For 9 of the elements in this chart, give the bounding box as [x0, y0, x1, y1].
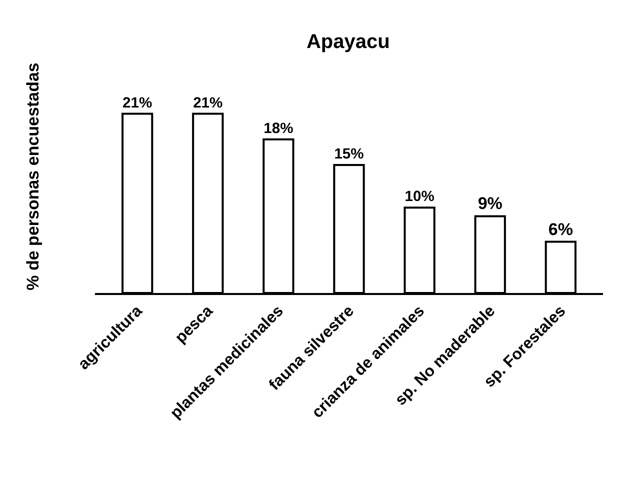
chart-title: Apayacu [306, 30, 390, 53]
data-label: 10% [404, 189, 434, 206]
data-label: 6% [548, 220, 573, 239]
data-label: 15% [334, 146, 364, 162]
data-label: 9% [478, 194, 502, 214]
data-label: 18% [264, 120, 294, 137]
data-label: 21% [193, 95, 223, 112]
data-label: 21% [122, 95, 152, 112]
y-axis-title: % de personas encuestadas [24, 62, 43, 290]
